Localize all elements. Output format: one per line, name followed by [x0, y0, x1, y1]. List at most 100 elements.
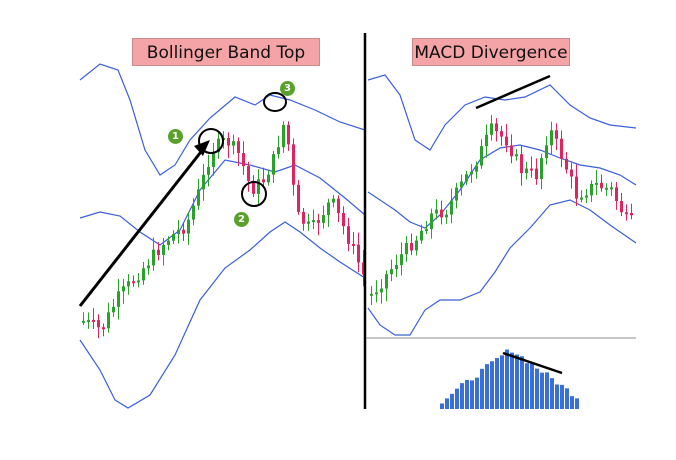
middle-band-line	[367, 144, 637, 229]
candlestick	[490, 115, 493, 141]
candle-body	[322, 215, 325, 223]
candle-body	[570, 169, 573, 177]
candle-body	[292, 144, 295, 185]
left-chart-panel	[79, 63, 366, 409]
histogram-bar	[545, 372, 549, 409]
candlestick	[555, 123, 558, 150]
middle-band-line	[79, 159, 366, 246]
candle-body	[560, 138, 563, 159]
candle-body	[177, 229, 180, 235]
candle-body	[337, 198, 340, 214]
candlestick	[227, 132, 230, 159]
candlestick	[362, 249, 365, 287]
candle-body	[247, 166, 250, 181]
lower-band-line	[79, 221, 366, 409]
candlestick	[540, 153, 543, 190]
candlestick	[615, 182, 618, 210]
candlestick	[625, 204, 628, 221]
candle-body	[610, 187, 613, 190]
candle-body	[92, 319, 95, 322]
candlestick	[122, 278, 125, 304]
candle-body	[172, 234, 175, 241]
candle-body	[525, 168, 528, 174]
marker-3: 3	[280, 81, 295, 96]
histogram-bar	[490, 361, 494, 409]
candle-body	[380, 288, 383, 293]
candle-body	[390, 269, 393, 275]
candle-body	[615, 187, 618, 201]
candle-body	[97, 320, 100, 328]
candlestick	[192, 198, 195, 226]
candle-body	[520, 154, 523, 174]
candlestick	[127, 274, 130, 295]
histogram-bar	[515, 354, 519, 409]
candlestick	[375, 280, 378, 303]
candlestick	[405, 236, 408, 262]
candlestick	[247, 161, 250, 192]
candle-body	[450, 200, 453, 215]
candlestick	[132, 275, 135, 287]
histogram-bar	[495, 358, 499, 409]
candle-body	[540, 158, 543, 180]
annotation-circle-1	[198, 128, 224, 154]
price-divergence-line	[475, 74, 551, 110]
candlestick	[435, 199, 438, 220]
candle-body	[435, 209, 438, 214]
candle-body	[385, 274, 388, 289]
histogram-bar	[540, 372, 544, 409]
trend-arrow	[78, 147, 206, 307]
candle-body	[357, 244, 360, 263]
candlestick	[352, 231, 355, 255]
candlestick	[187, 212, 190, 246]
candlestick	[162, 238, 165, 266]
candlestick	[337, 195, 340, 223]
candle-body	[147, 265, 150, 269]
candlestick	[570, 162, 573, 189]
candlestick	[630, 203, 633, 220]
candlestick	[167, 236, 170, 251]
candle-body	[590, 183, 593, 196]
candlestick	[172, 230, 175, 245]
candle-body	[470, 171, 473, 175]
candle-body	[425, 229, 428, 232]
lower-band-line	[367, 199, 637, 336]
candlestick	[312, 209, 315, 230]
candlestick	[425, 220, 428, 235]
histogram-bar	[475, 377, 479, 409]
candle-body	[605, 187, 608, 190]
histogram-bar	[560, 384, 564, 409]
candle-body	[287, 124, 290, 145]
candle-body	[530, 168, 533, 171]
candlestick	[530, 156, 533, 178]
candlestick	[575, 164, 578, 207]
candle-body	[267, 174, 270, 183]
histogram-bar	[485, 364, 489, 409]
candlestick	[182, 223, 185, 242]
candle-body	[162, 245, 165, 255]
candle-body	[370, 293, 373, 296]
bollinger-band-top-label: Bollinger Band Top	[132, 38, 320, 66]
candlestick	[112, 298, 115, 318]
candlestick	[217, 132, 220, 159]
candle-body	[342, 213, 345, 227]
candlestick	[505, 124, 508, 153]
candlestick	[137, 272, 140, 288]
candlestick	[282, 121, 285, 153]
candlestick	[267, 169, 270, 186]
candle-body	[312, 220, 315, 223]
candlestick	[445, 209, 448, 224]
candle-body	[167, 240, 170, 246]
candlestick	[475, 161, 478, 179]
candlestick	[420, 224, 423, 244]
candlestick	[510, 134, 513, 164]
candlestick	[610, 181, 613, 197]
candlestick	[327, 198, 330, 227]
candlestick	[485, 124, 488, 158]
histogram-bar	[520, 356, 524, 409]
candlestick	[515, 149, 518, 161]
candle-body	[480, 146, 483, 166]
candlestick	[277, 135, 280, 159]
candle-body	[242, 153, 245, 167]
candle-body	[430, 213, 433, 230]
candle-body	[410, 243, 413, 251]
